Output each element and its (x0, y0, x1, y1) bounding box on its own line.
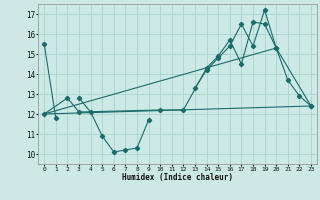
X-axis label: Humidex (Indice chaleur): Humidex (Indice chaleur) (122, 173, 233, 182)
